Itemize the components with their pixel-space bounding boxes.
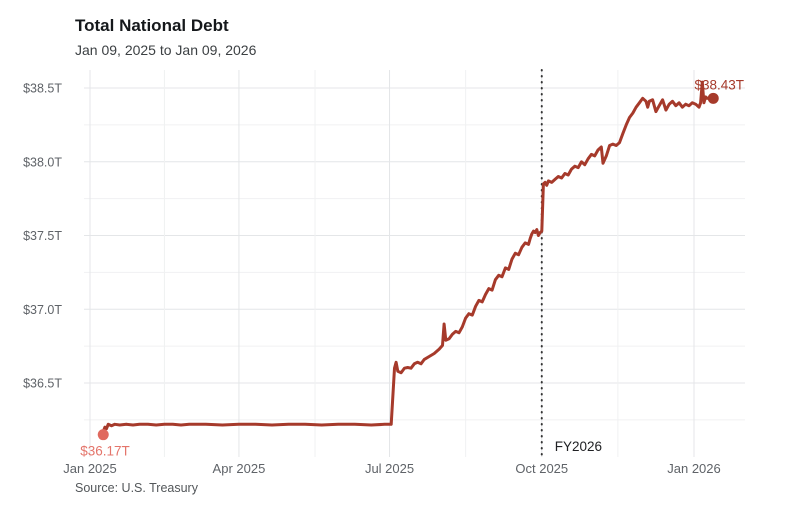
- y-axis-tick-label: $37.5T: [23, 229, 62, 243]
- chart-subtitle: Jan 09, 2025 to Jan 09, 2026: [75, 42, 257, 58]
- end-point-dot: [707, 92, 719, 104]
- y-axis-tick-label: $38.5T: [23, 82, 62, 96]
- y-axis-tick-label: $36.5T: [23, 377, 62, 391]
- chart-title: Total National Debt: [75, 16, 229, 35]
- y-axis-tick-label: $38.0T: [23, 155, 62, 169]
- x-axis-tick-label: Apr 2025: [213, 461, 266, 476]
- end-value-label: $38.43T: [694, 77, 744, 92]
- start-value-label: $36.17T: [80, 444, 130, 459]
- source-attribution: Source: U.S. Treasury: [75, 481, 198, 495]
- debt-line-series: [101, 80, 709, 434]
- fiscal-year-label: FY2026: [555, 439, 602, 454]
- start-point-dot: [97, 429, 109, 441]
- x-axis-tick-label: Jan 2026: [667, 461, 721, 476]
- x-axis-tick-label: Oct 2025: [515, 461, 568, 476]
- y-axis-tick-label: $37.0T: [23, 303, 62, 317]
- x-axis-tick-label: Jul 2025: [365, 461, 414, 476]
- x-axis-tick-label: Jan 2025: [63, 461, 117, 476]
